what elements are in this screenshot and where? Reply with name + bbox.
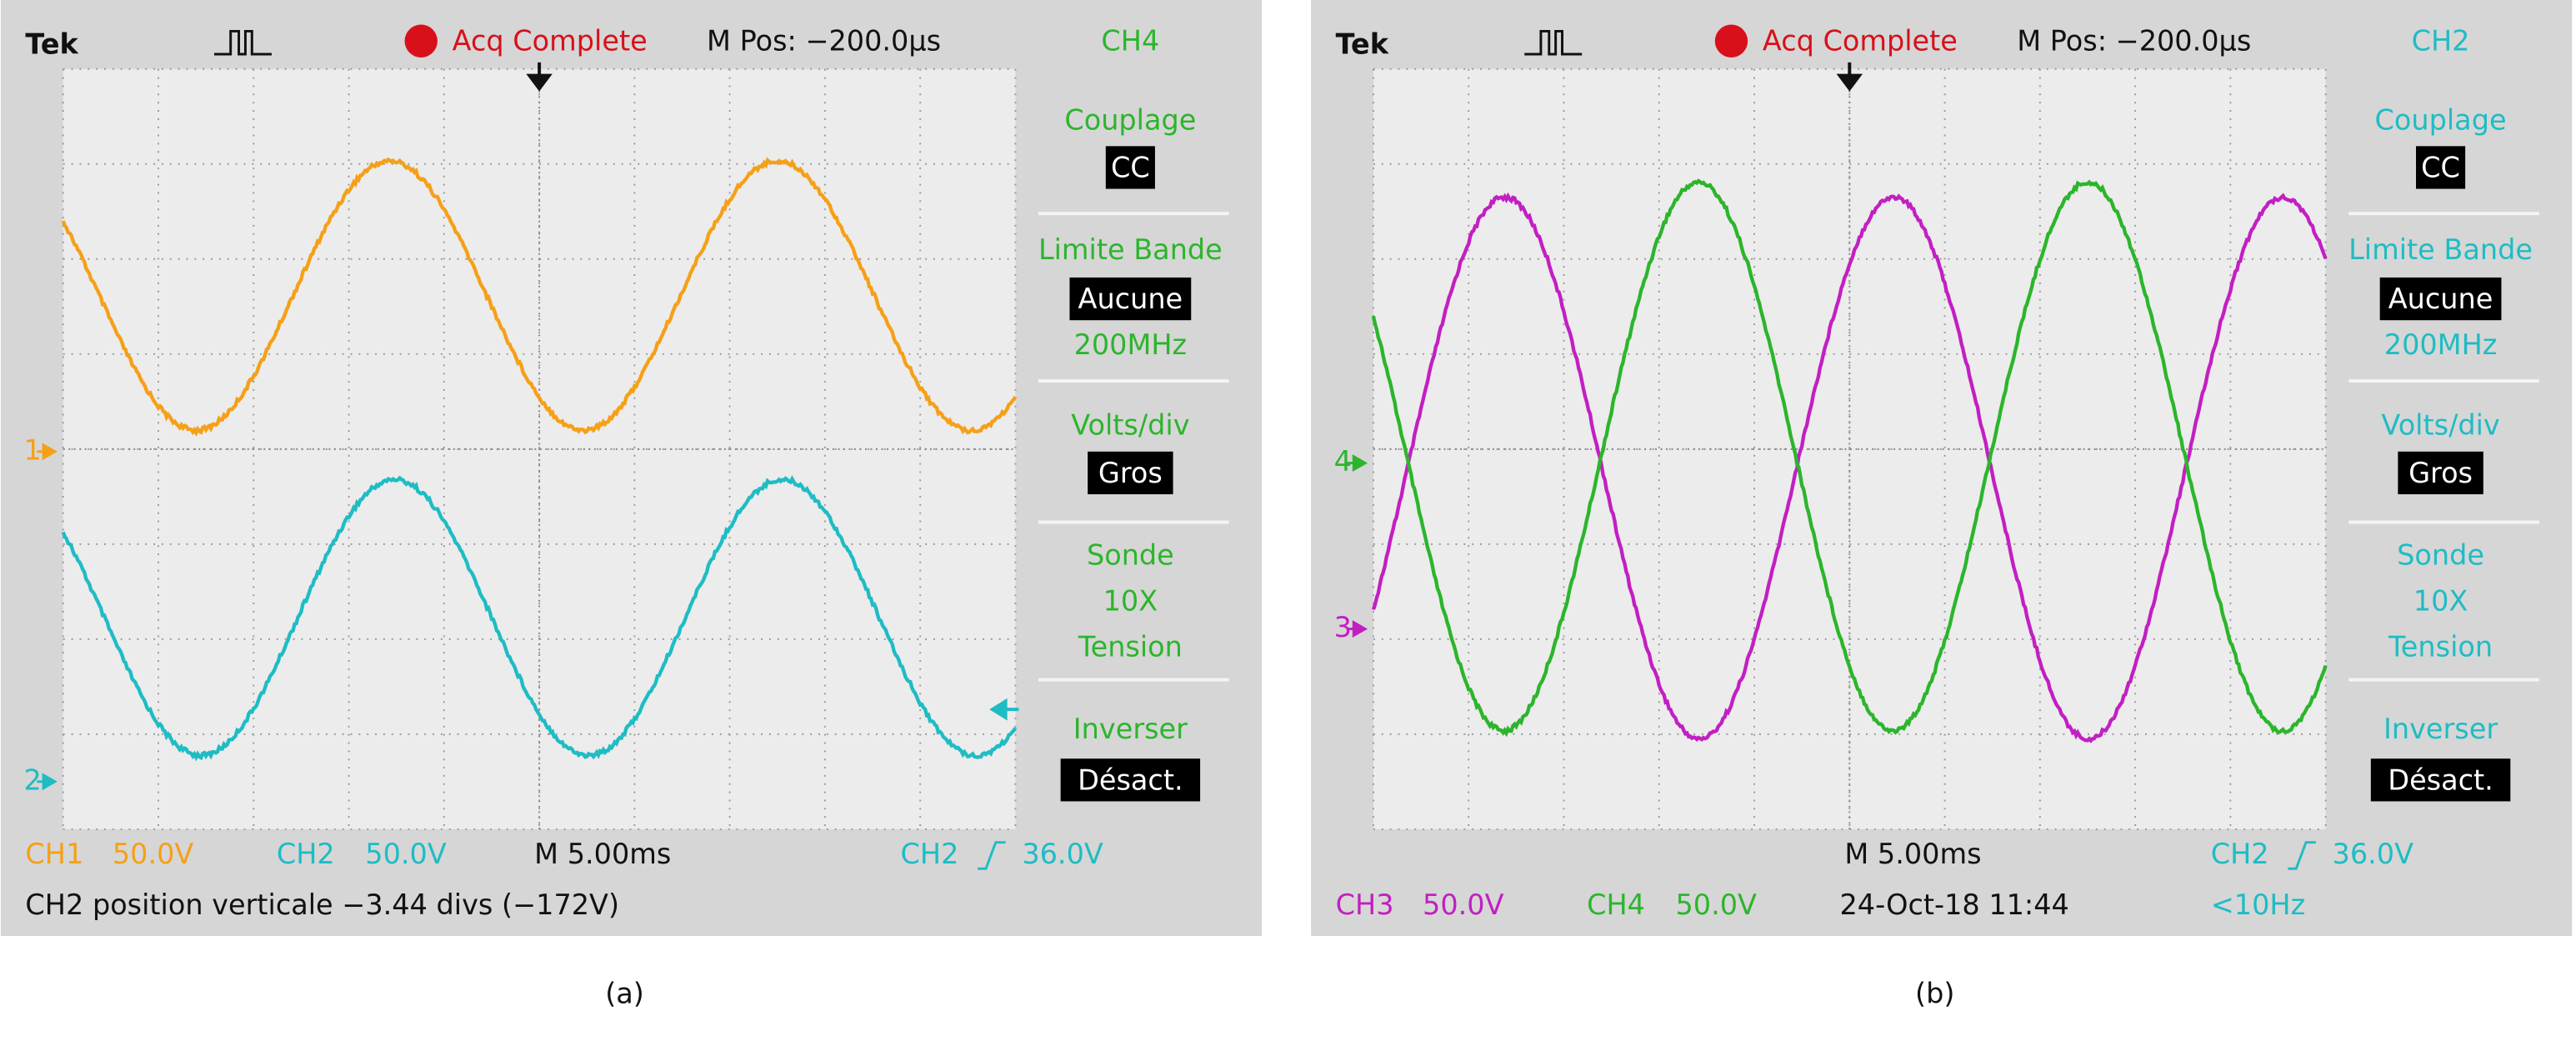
status-indicator <box>1714 24 1748 58</box>
channel-marker: 3 <box>1334 611 1352 643</box>
trigger-position <box>1836 62 1863 92</box>
channel-marker: 1 <box>23 433 41 466</box>
readout: CH1 <box>25 838 83 870</box>
readout: CH2 position verticale −3.44 divs (−172V… <box>25 888 619 921</box>
menu-value: CC <box>2421 151 2460 183</box>
readout: 36.0V <box>2333 838 2414 870</box>
menu-value-box <box>2398 451 2483 495</box>
waveform <box>1371 178 2328 738</box>
menu-value: Gros <box>2408 457 2473 489</box>
readout: M 5.00ms <box>1844 838 1981 870</box>
horizontal-position: M Pos: −200.0µs <box>707 25 941 58</box>
channel-marker-arrow <box>1347 620 1368 638</box>
caption: (a) <box>605 977 644 1009</box>
readout: 36.0V <box>1022 838 1103 870</box>
menu-label: Volts/div <box>1071 409 1189 442</box>
menu-label: Limite Bande <box>2348 233 2533 266</box>
menu-value: 10X <box>2413 585 2468 618</box>
menu-value: 200MHz <box>2384 328 2498 361</box>
readout: CH2 <box>277 838 335 870</box>
trigger-position <box>526 62 553 92</box>
menu-value: Aucune <box>1078 283 1183 315</box>
readout: 50.0V <box>1423 888 1504 921</box>
scope-panel: 4 3 Tek Acq Complete M Pos: −200.0µs CH2 Coupl… <box>1311 0 2573 1009</box>
channel-marker: 2 <box>23 763 41 796</box>
menu-value: Gros <box>1098 457 1163 489</box>
trigger-slope-icon <box>2288 841 2316 870</box>
channel-marker-arrow <box>1347 454 1368 473</box>
menu-value: 200MHz <box>1074 328 1188 361</box>
menu-value: Tension <box>1078 631 1183 663</box>
waveform <box>61 475 1018 762</box>
channel-marker-arrow <box>37 773 58 791</box>
channel-marker: 4 <box>1334 445 1352 478</box>
status-indicator <box>404 24 438 58</box>
acquisition-status: Acq Complete <box>1763 25 1958 58</box>
brand: Tek <box>25 28 78 61</box>
scope-panel: 1 2 Tek Acq Complete M Pos: −200.0µs CH4 Coupl… <box>0 0 1262 1009</box>
menu-value-box <box>1105 146 1155 189</box>
waveform <box>1371 192 2328 743</box>
menu-channel: CH4 <box>1101 25 1159 58</box>
readout: CH2 <box>901 838 959 870</box>
menu-label: Inverser <box>1073 713 1188 745</box>
readout: M 5.00ms <box>534 838 671 870</box>
readout: 50.0V <box>365 838 447 870</box>
menu-value: CC <box>1111 151 1150 183</box>
menu-label: Couplage <box>1064 103 1196 136</box>
readout: CH4 <box>1587 888 1645 921</box>
acquisition-status: Acq Complete <box>453 25 648 58</box>
readout: 24-Oct-18 11:44 <box>1839 888 2068 921</box>
channel-marker-arrow <box>37 443 58 461</box>
menu-value: 10X <box>1103 585 1158 618</box>
menu-value-box <box>1088 451 1173 495</box>
menu-value: Désact. <box>2388 763 2493 796</box>
menu-value: Aucune <box>2388 283 2493 315</box>
menu-label: Inverser <box>2383 713 2498 745</box>
menu-label: Couplage <box>2375 103 2507 136</box>
menu-value-box <box>2379 277 2502 321</box>
acquisition-icon <box>1524 29 1583 56</box>
menu-value-box <box>2416 146 2466 189</box>
menu-label: Sonde <box>2397 538 2484 571</box>
readout: CH3 <box>1336 888 1394 921</box>
menu-label: Sonde <box>1087 538 1174 571</box>
caption: (b) <box>1915 977 1954 1009</box>
trigger-slope-icon <box>978 841 1006 870</box>
readout: CH2 <box>2211 838 2269 870</box>
menu-label: Limite Bande <box>1038 233 1223 266</box>
menu-channel: CH2 <box>2412 25 2470 58</box>
waveform <box>61 157 1018 437</box>
menu-value-box <box>1069 277 1192 321</box>
acquisition-icon <box>214 29 272 56</box>
trigger-level-arrow <box>989 698 1019 721</box>
brand: Tek <box>1336 28 1389 61</box>
menu-value: Tension <box>2388 631 2493 663</box>
menu-label: Volts/div <box>2381 409 2499 442</box>
readout: 50.0V <box>1675 888 1757 921</box>
menu-value: Désact. <box>1078 763 1183 796</box>
menu-value-box <box>2370 758 2511 802</box>
readout: <10Hz <box>2211 888 2305 921</box>
readout: 50.0V <box>113 838 194 870</box>
horizontal-position: M Pos: −200.0µs <box>2017 25 2251 58</box>
menu-value-box <box>1060 758 1201 802</box>
